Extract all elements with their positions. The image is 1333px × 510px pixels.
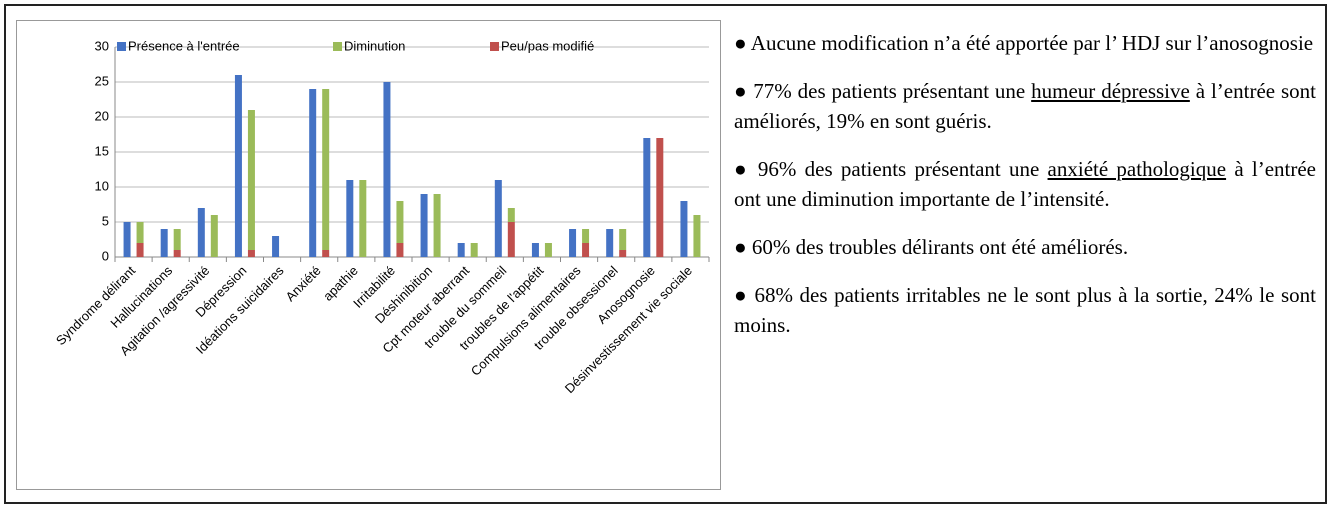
- bar: [396, 243, 404, 257]
- bar: [569, 229, 577, 257]
- bar: [619, 250, 627, 257]
- y-tick-label: 10: [95, 178, 109, 193]
- note-text: à l’entrée ont une diminution importante…: [734, 157, 1316, 211]
- bar: [160, 229, 168, 257]
- bar: [247, 110, 255, 250]
- bar: [396, 201, 404, 243]
- y-tick-label: 20: [95, 108, 109, 123]
- bar: [173, 229, 181, 250]
- bar: [359, 180, 367, 257]
- legend-label: Diminution: [344, 38, 405, 53]
- bar: [433, 194, 441, 257]
- bar: [531, 243, 539, 257]
- note-text: à l’entrée sont améliorés, 19% en sont g…: [734, 79, 1316, 133]
- y-tick-label: 25: [95, 73, 109, 88]
- note-text: anxiété pathologique: [1047, 157, 1227, 181]
- bar: [680, 201, 688, 257]
- legend-swatch: [117, 42, 126, 51]
- bar: [420, 194, 428, 257]
- bar: [470, 243, 478, 257]
- bar: [247, 250, 255, 257]
- bar: [643, 138, 651, 257]
- note-text: humeur dépressive: [1031, 79, 1190, 103]
- chart-box: 0 5 10 15 20 25 30 Présence à l'entrée Diminutio…: [16, 20, 721, 490]
- bar: [309, 89, 317, 257]
- legend-swatch: [333, 42, 342, 51]
- bar: [197, 208, 205, 257]
- page-frame: 0 5 10 15 20 25 30 Présence à l'entrée Diminutio…: [4, 4, 1327, 504]
- bar: [582, 243, 590, 257]
- x-tick-label: Anxiété: [282, 263, 323, 304]
- bar: [383, 82, 391, 257]
- y-tick-label: 0: [102, 248, 109, 263]
- chart: 0 5 10 15 20 25 30 Présence à l'entrée Diminutio…: [53, 38, 710, 396]
- bar: [136, 243, 144, 257]
- note-text: ● 68% des patients irritables ne le sont…: [734, 283, 1316, 337]
- y-tick-label: 5: [102, 213, 109, 228]
- bar: [136, 222, 144, 243]
- bar: [656, 138, 664, 257]
- notes: ● Aucune modification n’a été apportée p…: [734, 28, 1316, 358]
- note-text: ● Aucune modification n’a été apportée p…: [734, 31, 1314, 55]
- bar: [619, 229, 627, 250]
- note-text: ● 77% des patients présentant une: [734, 79, 1032, 103]
- bar: [234, 75, 242, 257]
- note: ● 77% des patients présentant une humeur…: [734, 76, 1316, 136]
- note: ● Aucune modification n’a été apportée p…: [734, 28, 1316, 58]
- bar: [544, 243, 552, 257]
- legend-swatch: [490, 42, 499, 51]
- bar: [606, 229, 614, 257]
- note: ● 68% des patients irritables ne le sont…: [734, 280, 1316, 340]
- y-tick-label: 15: [95, 143, 109, 158]
- bar: [346, 180, 354, 257]
- bar: [693, 215, 701, 257]
- bar: [507, 222, 515, 257]
- legend-label: Présence à l'entrée: [128, 38, 240, 53]
- bar: [322, 89, 330, 250]
- bar: [123, 222, 131, 257]
- bar: [494, 180, 502, 257]
- legend-label: Peu/pas modifié: [501, 38, 594, 53]
- bar: [322, 250, 330, 257]
- bar: [210, 215, 218, 257]
- note-text: ● 60% des troubles délirants ont été amé…: [734, 235, 1129, 259]
- y-tick-label: 30: [95, 38, 109, 53]
- bar: [582, 229, 590, 243]
- bar: [457, 243, 465, 257]
- note: ● 60% des troubles délirants ont été amé…: [734, 232, 1316, 262]
- note-text: ● 96% des patients présentant une: [734, 157, 1048, 181]
- bar: [507, 208, 515, 222]
- bar: [272, 236, 280, 257]
- note: ● 96% des patients présentant une anxiét…: [734, 154, 1316, 214]
- bar: [173, 250, 181, 257]
